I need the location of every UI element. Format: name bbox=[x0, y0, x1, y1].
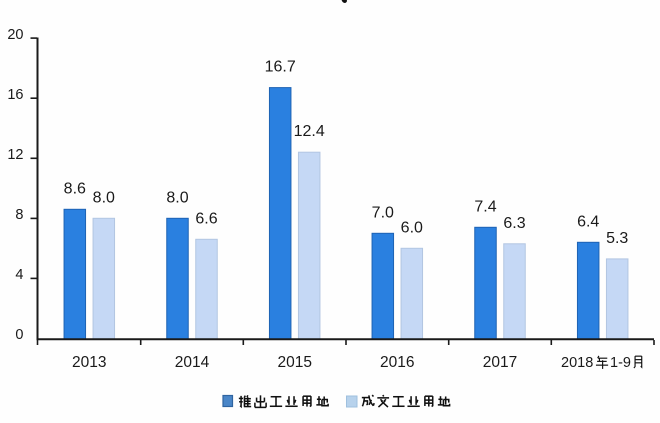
svg-text:6.6: 6.6 bbox=[195, 210, 217, 227]
svg-text:20: 20 bbox=[7, 27, 23, 43]
svg-text:5.3: 5.3 bbox=[606, 230, 628, 247]
svg-text:6.0: 6.0 bbox=[401, 219, 423, 236]
svg-text:12: 12 bbox=[7, 147, 23, 163]
svg-text:16.7: 16.7 bbox=[265, 59, 296, 76]
svg-text:2015: 2015 bbox=[277, 354, 311, 371]
svg-text:16: 16 bbox=[7, 87, 23, 103]
svg-text:7.4: 7.4 bbox=[474, 198, 496, 215]
svg-text:8.0: 8.0 bbox=[93, 189, 115, 206]
svg-text:4: 4 bbox=[15, 267, 23, 283]
svg-text:8.0: 8.0 bbox=[166, 189, 188, 206]
svg-text:0: 0 bbox=[15, 327, 23, 343]
svg-text:6.3: 6.3 bbox=[503, 215, 525, 232]
svg-text:8: 8 bbox=[15, 207, 23, 223]
svg-text:2016: 2016 bbox=[380, 354, 414, 371]
svg-text:2014: 2014 bbox=[175, 354, 210, 371]
svg-text:2013: 2013 bbox=[72, 354, 106, 371]
svg-text:1-9: 1-9 bbox=[610, 355, 631, 371]
svg-text:2018: 2018 bbox=[561, 355, 593, 371]
svg-text:7.0: 7.0 bbox=[372, 204, 394, 221]
svg-text:12.4: 12.4 bbox=[294, 123, 325, 140]
svg-text:2017: 2017 bbox=[483, 354, 517, 371]
svg-text:6.4: 6.4 bbox=[577, 213, 599, 230]
svg-text:8.6: 8.6 bbox=[64, 180, 86, 197]
